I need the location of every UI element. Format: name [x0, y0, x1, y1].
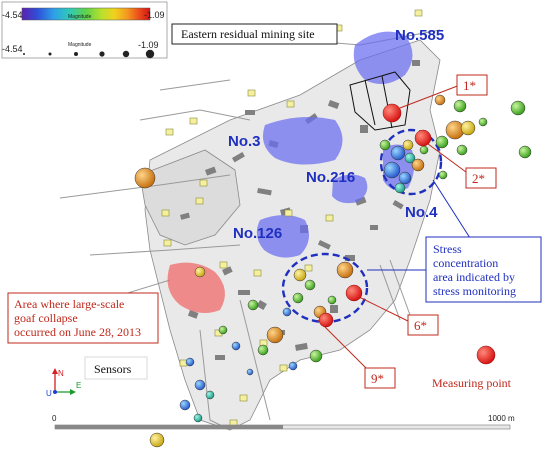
stress-line-3: area indicated by: [433, 270, 515, 284]
label-no216: No.216: [306, 169, 355, 186]
zone-no585: [353, 31, 413, 85]
eastern-site-label: Eastern residual mining site: [181, 27, 315, 41]
sensors-label: Sensors: [94, 362, 132, 376]
legend-min-size: -4.54: [2, 44, 23, 54]
compass-n: N: [58, 369, 64, 378]
legend-colorbar: [21, 7, 151, 21]
measuring-point-2: [414, 129, 432, 147]
compass-e: E: [76, 381, 81, 390]
stress-line-1: Stress: [433, 242, 462, 256]
label-no126: No.126: [233, 225, 282, 242]
point-1-label: 1*: [463, 78, 476, 93]
measuring-point-label: Measuring point: [432, 376, 512, 390]
point-9-box: [364, 367, 396, 389]
pointer-lines: [317, 84, 471, 373]
legend-magnitude-label: Magnitude: [68, 14, 92, 20]
collapse-line-2: goaf collapse: [14, 311, 78, 325]
measuring-point-1: [382, 103, 402, 123]
tunnel-lines: [59, 29, 441, 431]
seismic-events: [134, 94, 532, 448]
point-1-box: [456, 74, 488, 96]
point-6-box: [407, 314, 439, 336]
stress-box: [425, 236, 542, 303]
scale-start: 0: [52, 414, 57, 423]
collapse-box: [7, 292, 159, 344]
scale-bar: 0 1000 m: [52, 414, 515, 430]
measuring-point-legend-symbol: [476, 345, 496, 365]
legend-magnitude-label-2: Magnitude: [68, 42, 92, 48]
point-6-label: 6*: [414, 318, 427, 333]
compass-u: U: [46, 389, 52, 398]
measuring-points: [318, 103, 496, 365]
legend-max-size: -1.09: [138, 40, 159, 50]
zone-no3: [262, 116, 343, 165]
point-2-box: [465, 167, 497, 189]
collapse-line-3: occurred on June 28, 2013: [14, 325, 141, 339]
label-no4: No.4: [405, 204, 438, 221]
sensors-box: [84, 356, 148, 380]
magnitude-legend: -4.54 -1.09 Magnitude -4.54 -1.09 Magnit…: [1, 1, 168, 59]
zone-no216: [332, 174, 368, 204]
label-no585: No.585: [395, 27, 444, 44]
label-no3: No.3: [228, 133, 261, 150]
measuring-point-6: [345, 284, 363, 302]
eastern-site-box: [171, 23, 338, 45]
stress-line-2: concentration: [433, 256, 498, 270]
stress-line-4: stress monitoring: [433, 284, 516, 298]
collapse-line-1: Area where large-scale: [14, 297, 124, 311]
point-9-label: 9*: [371, 371, 384, 386]
compass-icon: N U E: [46, 368, 81, 398]
legend-min: -4.54: [2, 10, 23, 20]
legend-max: -1.09: [144, 10, 165, 20]
scale-end: 1000 m: [488, 414, 515, 423]
point-2-label: 2*: [472, 171, 485, 186]
measuring-point-9: [318, 312, 334, 328]
collapse-zone: [167, 262, 225, 314]
legend-size-dots: [23, 49, 155, 59]
zone-no126: [256, 215, 309, 258]
